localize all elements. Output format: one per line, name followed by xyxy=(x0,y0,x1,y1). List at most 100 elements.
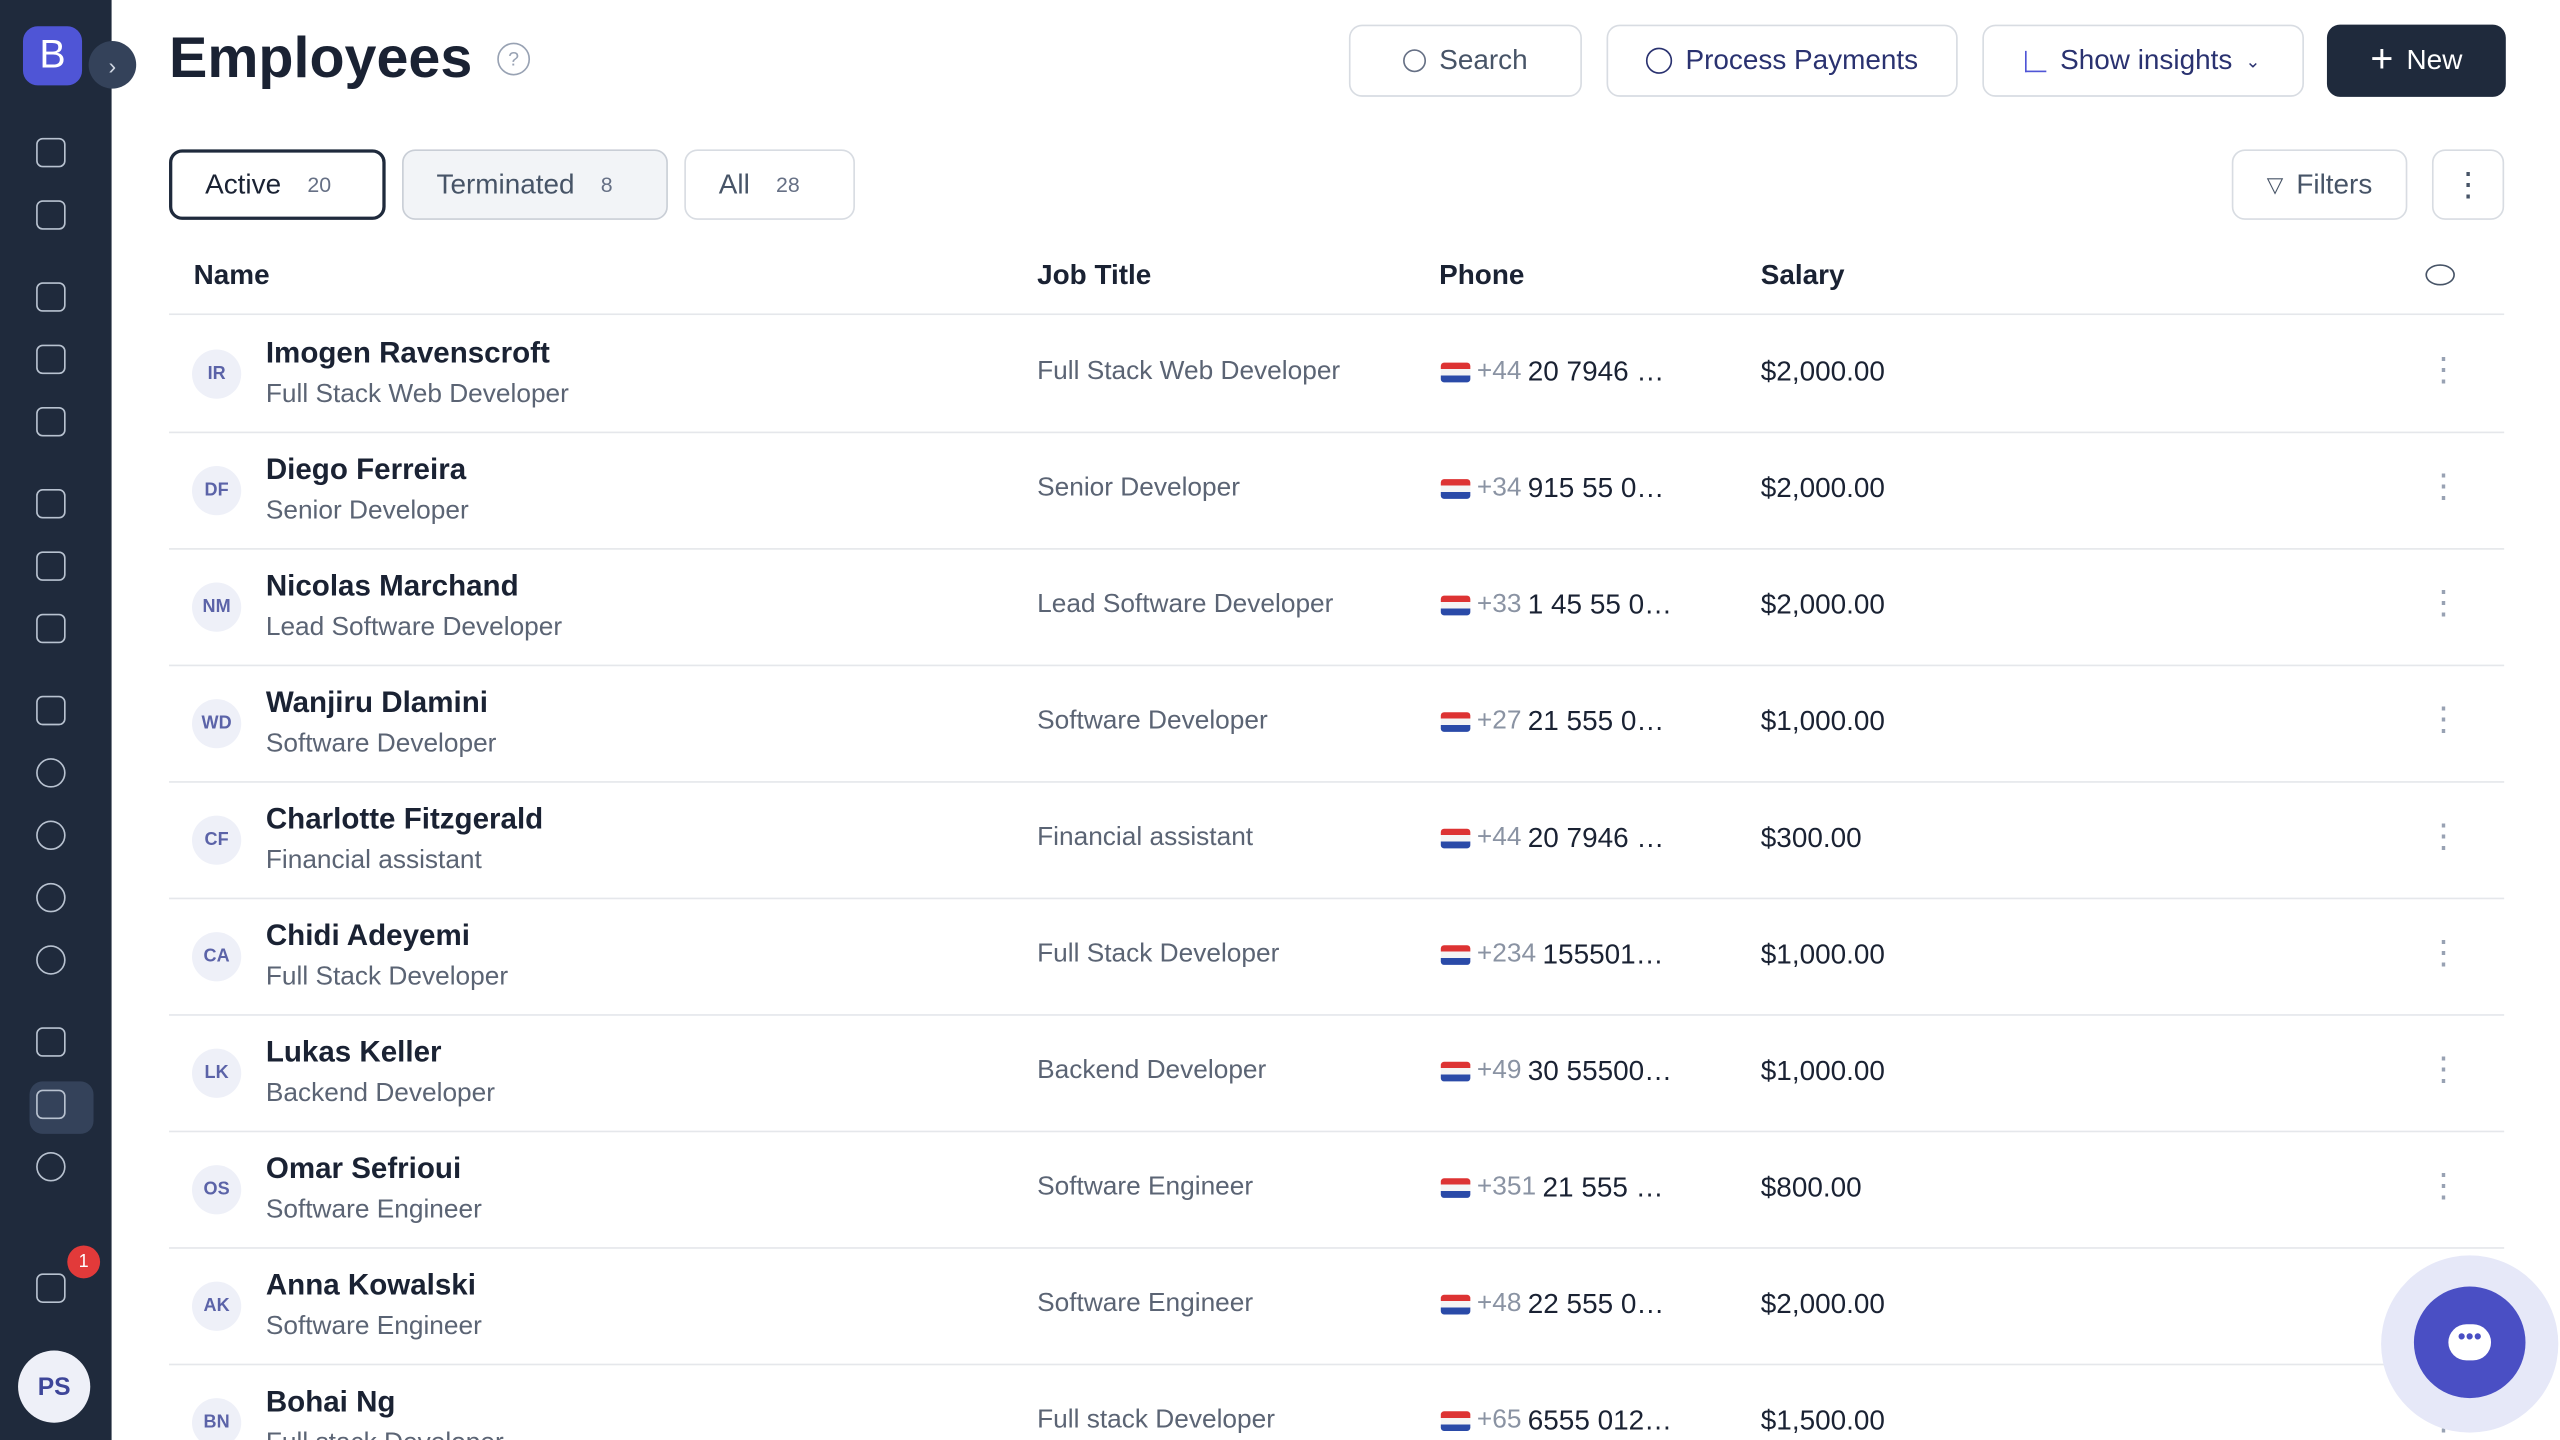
show-insights-button[interactable]: Show insights ⌄ xyxy=(1982,24,2304,97)
nav-icon[interactable] xyxy=(36,1089,66,1120)
collapse-toggle[interactable]: › xyxy=(88,41,137,89)
tab[interactable]: Active 20 xyxy=(169,149,386,220)
employee-name: Bohai Ng xyxy=(265,1385,396,1418)
table-row[interactable]: IR Imogen Ravenscroft Full Stack Web Devel… xyxy=(169,315,2505,434)
avatar: CA xyxy=(191,932,242,982)
salary: $300.00 xyxy=(1760,822,1862,854)
more-button[interactable]: ⋮ xyxy=(2431,149,2505,220)
nav-icon[interactable] xyxy=(36,406,66,437)
salary: $1,000.00 xyxy=(1760,1055,1885,1087)
phone: 21 555 0… xyxy=(1527,705,1665,737)
row-menu[interactable]: ⋮ xyxy=(2427,1051,2460,1088)
row-menu[interactable]: ⋮ xyxy=(2427,352,2460,389)
table-row[interactable]: AK Anna Kowalski Software Engineer Software… xyxy=(169,1247,2505,1366)
phone-code: +49 xyxy=(1476,1056,1522,1085)
phone: 22 555 0… xyxy=(1527,1288,1665,1320)
table-row[interactable]: WD Wanjiru Dlamini Software Developer Softw… xyxy=(169,665,2505,783)
row-menu[interactable]: ⋮ xyxy=(2427,702,2460,739)
employee-subtitle: Backend Developer xyxy=(265,1079,495,1108)
avatar: NM xyxy=(191,582,242,632)
flag xyxy=(1440,828,1471,849)
help-icon[interactable]: ? xyxy=(497,42,531,76)
job-title: Financial assistant xyxy=(1037,823,1254,852)
phone: 1 45 55 0… xyxy=(1527,589,1673,621)
search-label: Search xyxy=(1439,44,1528,76)
page-title: Employees xyxy=(169,26,473,91)
row-menu[interactable]: ⋮ xyxy=(2427,935,2460,972)
nav-icon[interactable] xyxy=(36,344,66,375)
job-title: Lead Software Developer xyxy=(1037,590,1334,619)
search-button[interactable]: Search xyxy=(1348,24,1582,97)
nav-icon[interactable] xyxy=(36,820,66,851)
employee-name: Anna Kowalski xyxy=(265,1268,476,1302)
nav-icon[interactable] xyxy=(36,945,66,975)
column-header[interactable]: Name xyxy=(193,259,270,291)
column-header[interactable]: Job Title xyxy=(1037,259,1152,291)
nav-icon[interactable] xyxy=(36,1151,66,1182)
employee-subtitle: Software Engineer xyxy=(265,1196,482,1225)
nav-icon[interactable] xyxy=(36,1027,66,1057)
phone-code: +234 xyxy=(1476,940,1537,969)
phone-code: +34 xyxy=(1476,474,1522,503)
salary: $800.00 xyxy=(1760,1171,1862,1203)
job-title: Software Developer xyxy=(1037,707,1268,736)
table-row[interactable]: NM Nicolas Marchand Lead Software Develope… xyxy=(169,548,2505,667)
table-row[interactable]: BN Bohai Ng Full stack Developer Full stack… xyxy=(169,1364,2504,1440)
process-payments-button[interactable]: Process Payments xyxy=(1606,24,1958,97)
employee-name: Wanjiru Dlamini xyxy=(265,685,488,719)
nav-icon[interactable] xyxy=(36,551,66,581)
row-menu[interactable]: ⋮ xyxy=(2427,585,2460,622)
nav-icon[interactable] xyxy=(36,758,66,788)
logo[interactable]: B xyxy=(22,26,83,86)
column-visibility[interactable] xyxy=(2425,264,2455,286)
flag xyxy=(1440,1294,1471,1315)
phone-code: +27 xyxy=(1476,707,1522,736)
table-row[interactable]: CF Charlotte Fitzgerald Financial assistan… xyxy=(169,781,2505,900)
job-title: Full stack Developer xyxy=(1037,1406,1275,1435)
row-menu[interactable]: ⋮ xyxy=(2427,818,2460,855)
table-row[interactable]: OS Omar Sefrioui Software Engineer Software… xyxy=(169,1131,2505,1249)
nav-icon[interactable] xyxy=(36,1273,66,1303)
nav-icon[interactable] xyxy=(36,695,66,726)
employee-subtitle: Software Engineer xyxy=(265,1312,482,1341)
avatar: DF xyxy=(191,466,242,516)
new-button[interactable]: + New xyxy=(2326,24,2506,97)
salary: $1,500.00 xyxy=(1760,1404,1885,1436)
filters-button[interactable]: ▽ Filters xyxy=(2231,149,2408,220)
flag xyxy=(1440,362,1471,383)
user-avatar[interactable]: PS xyxy=(18,1350,91,1423)
salary: $1,000.00 xyxy=(1760,705,1885,737)
column-header[interactable]: Phone xyxy=(1439,259,1525,291)
nav-icon[interactable] xyxy=(36,282,66,312)
table-row[interactable]: LK Lukas Keller Backend Developer Backend D… xyxy=(169,1014,2505,1133)
job-title: Full Stack Developer xyxy=(1037,940,1280,969)
chat-button[interactable]: ••• xyxy=(2413,1286,2526,1399)
employee-subtitle: Software Developer xyxy=(265,730,497,759)
employee-name: Omar Sefrioui xyxy=(265,1151,462,1185)
employee-name: Lukas Keller xyxy=(265,1035,442,1069)
flag xyxy=(1440,1061,1471,1082)
nav-icon[interactable] xyxy=(36,137,66,168)
row-menu[interactable]: ⋮ xyxy=(2427,469,2460,506)
nav-icon[interactable] xyxy=(36,882,66,913)
tab[interactable]: Terminated 8 xyxy=(402,149,668,220)
tab-count: 28 xyxy=(776,172,800,197)
phone: 21 555 … xyxy=(1542,1171,1664,1203)
flag xyxy=(1440,1411,1471,1431)
flag xyxy=(1440,945,1471,965)
row-menu[interactable]: ⋮ xyxy=(2427,1168,2460,1205)
job-title: Senior Developer xyxy=(1037,474,1240,503)
nav-icon[interactable] xyxy=(36,200,66,230)
employee-subtitle: Financial assistant xyxy=(265,846,482,875)
sidebar: B 1 PS xyxy=(0,0,112,1440)
table-row[interactable]: DF Diego Ferreira Senior Developer Senior D… xyxy=(169,432,2505,550)
column-header[interactable]: Salary xyxy=(1760,259,1845,291)
tab-label: Active xyxy=(205,168,282,200)
nav-icon[interactable] xyxy=(36,489,66,519)
avatar: IR xyxy=(191,349,242,399)
nav-icon[interactable] xyxy=(36,613,66,644)
salary: $2,000.00 xyxy=(1760,356,1885,388)
table-row[interactable]: CA Chidi Adeyemi Full Stack Developer Full … xyxy=(169,898,2505,1016)
tab[interactable]: All 28 xyxy=(684,149,855,220)
